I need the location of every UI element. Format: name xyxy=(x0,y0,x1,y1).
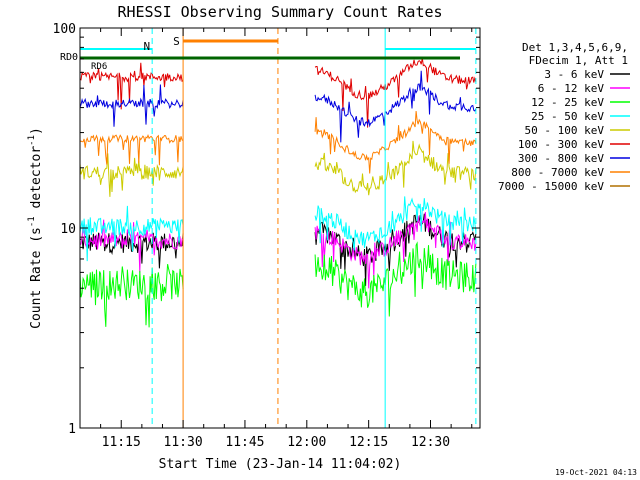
rd0-flag-label: RD0 xyxy=(60,52,78,63)
series-line xyxy=(79,219,184,274)
series-line xyxy=(314,211,477,289)
y-tick-label: 1 xyxy=(68,422,76,437)
series-line xyxy=(79,134,184,166)
series-line xyxy=(79,84,184,127)
series-line xyxy=(79,263,184,328)
legend-item-label: 3 - 6 keV xyxy=(544,68,604,81)
legend-item-label: 25 - 50 keV xyxy=(531,110,604,123)
series-line xyxy=(314,241,477,317)
legend-item-label: 7000 - 15000 keV xyxy=(498,180,604,193)
generated-timestamp: 19-Oct-2021 04:13 xyxy=(555,468,637,477)
y-axis-label-exp2: -1 xyxy=(27,135,37,146)
y-axis-label-exp1: -1 xyxy=(27,216,37,227)
axis-ticks: 11:15 11:30 11:45 12:00 12:15 12:30 1 10 100 xyxy=(53,22,480,450)
series-line xyxy=(314,140,477,196)
x-tick-label: 12:00 xyxy=(287,435,326,450)
y-axis-label-main: Count Rate (s xyxy=(29,227,44,329)
y-tick-label: 100 xyxy=(53,22,76,37)
legend-item-label: 12 - 25 keV xyxy=(531,96,604,109)
legend-header-line-2: FDecim 1, Att 1 xyxy=(529,54,628,67)
data-layer xyxy=(79,57,477,328)
series-line xyxy=(79,153,184,197)
x-tick-label: 11:45 xyxy=(225,435,264,450)
legend-item-label: 800 - 7000 keV xyxy=(511,166,604,179)
series-line xyxy=(314,57,477,128)
x-tick-label: 12:15 xyxy=(349,435,388,450)
chart-title: RHESSI Observing Summary Count Rates xyxy=(117,3,442,21)
series-line xyxy=(314,110,477,174)
y-axis-label-end: ) xyxy=(29,127,44,135)
saa-flag-label: S xyxy=(173,35,180,48)
x-tick-label: 11:15 xyxy=(102,435,141,450)
x-tick-label: 11:30 xyxy=(164,435,203,450)
x-axis-label: Start Time (23-Jan-14 11:04:02) xyxy=(159,457,402,472)
series-line xyxy=(314,70,477,143)
y-axis-label: Count Rate (s-1 detector-1) xyxy=(27,127,44,329)
legend-item-label: 6 - 12 keV xyxy=(538,82,605,95)
legend-item-label: 50 - 100 keV xyxy=(525,124,605,137)
series-line xyxy=(79,205,184,262)
series-line xyxy=(79,62,184,110)
legend-item-label: 100 - 300 keV xyxy=(518,138,604,151)
legend-header-line-1: Det 1,3,4,5,6,9, xyxy=(522,41,628,54)
rd6-flag-label: RD6 xyxy=(91,62,107,72)
series-line xyxy=(314,196,477,251)
y-tick-label: 10 xyxy=(60,222,76,237)
legend-item-label: 300 - 800 keV xyxy=(518,152,604,165)
night-flag-label: N xyxy=(144,40,151,53)
legend: Det 1,3,4,5,6,9, FDecim 1, Att 1 3 - 6 k… xyxy=(498,41,630,193)
x-tick-label: 12:30 xyxy=(411,435,450,450)
y-axis-label-mid: detector xyxy=(29,146,44,217)
